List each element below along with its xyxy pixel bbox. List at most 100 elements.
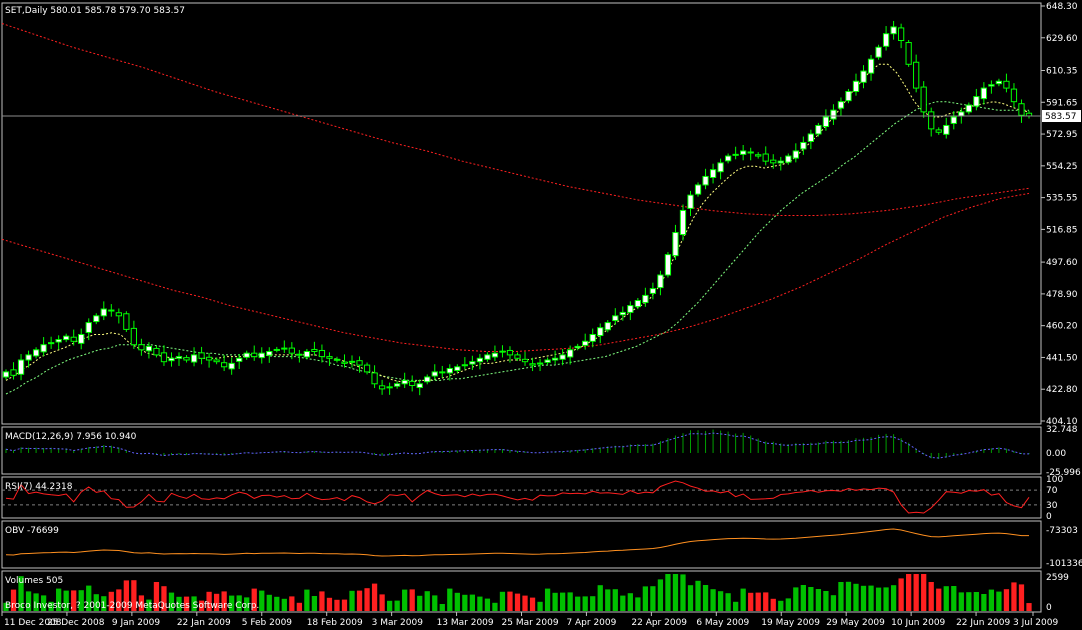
volume-bar xyxy=(3,602,9,611)
price-tick-label: 516.85 xyxy=(1046,225,1078,235)
volume-bar xyxy=(439,604,445,611)
volume-bar xyxy=(981,594,987,611)
volume-bar xyxy=(213,593,220,611)
volume-bar xyxy=(1011,582,1017,611)
volume-bar xyxy=(552,592,558,611)
x-tick-label: 6 May 2009 xyxy=(696,618,749,628)
volume-bar xyxy=(507,591,513,611)
candle-body xyxy=(687,194,694,209)
volume-bar xyxy=(236,595,242,611)
volume-bar xyxy=(18,576,24,611)
candle-body xyxy=(273,348,280,351)
x-tick-label: 3 Mar 2009 xyxy=(372,618,424,628)
volume-bar xyxy=(514,593,521,611)
candle-body xyxy=(145,345,153,352)
candle-body xyxy=(664,254,672,276)
x-tick-label: 29 May 2009 xyxy=(826,618,885,628)
volume-bar xyxy=(966,592,972,611)
volume-bar xyxy=(921,574,927,611)
volume-bar xyxy=(341,599,348,611)
volume-bar xyxy=(913,574,919,611)
volume-bar xyxy=(161,586,167,611)
volume-bar xyxy=(424,591,430,611)
volume-bar xyxy=(251,588,257,611)
candle-body xyxy=(724,155,732,162)
volumes-title: Volumes 505 xyxy=(5,576,63,586)
price-tick-label: 554.25 xyxy=(1046,162,1078,172)
volume-bar xyxy=(898,578,904,611)
volume-bar xyxy=(123,580,129,611)
candle-body xyxy=(47,342,55,345)
volume-bar xyxy=(469,594,476,611)
volume-bar xyxy=(702,585,709,611)
candle-body xyxy=(747,151,754,154)
volume-bar xyxy=(605,589,611,611)
volume-bar xyxy=(296,602,302,611)
price-tick-label: 478.90 xyxy=(1046,290,1078,300)
volume-bar xyxy=(477,596,483,611)
volume-bar xyxy=(936,588,942,611)
candle-body xyxy=(416,383,423,389)
volume-bar xyxy=(274,596,280,611)
volume-bar xyxy=(198,600,205,611)
volume-bar xyxy=(672,574,679,611)
rsi-tick-label: 30 xyxy=(1046,501,1058,511)
candle-body xyxy=(439,371,446,374)
volume-bar xyxy=(823,591,829,611)
volume-bar xyxy=(582,596,588,611)
candle-body xyxy=(567,349,574,358)
volume-bar xyxy=(906,574,912,611)
volume-bar xyxy=(845,581,852,611)
candle-body xyxy=(78,333,85,344)
candle-body xyxy=(627,305,634,313)
volume-bar xyxy=(860,585,867,611)
candle-body xyxy=(93,315,100,323)
volume-bar xyxy=(958,592,964,611)
volume-bar xyxy=(56,588,62,611)
volume-bar xyxy=(665,574,671,611)
candle-body xyxy=(205,356,213,361)
volume-bar xyxy=(191,596,197,611)
volume-bar xyxy=(221,591,227,611)
indicator-series xyxy=(2,429,1041,611)
volume-bar xyxy=(356,590,363,611)
volume-bar xyxy=(890,585,897,611)
candle-body xyxy=(17,359,25,375)
volume-bar xyxy=(304,589,310,611)
volume-bar xyxy=(402,589,408,611)
volume-bar xyxy=(48,601,54,611)
volume-bar xyxy=(650,586,656,611)
candle-body xyxy=(770,159,777,164)
candle-body xyxy=(642,294,649,304)
candle-body xyxy=(649,288,657,294)
price-tick-label: 404.10 xyxy=(1046,417,1078,427)
volume-bar xyxy=(627,593,633,611)
candle-body xyxy=(296,353,303,356)
candle-body xyxy=(506,349,514,356)
volume-bar xyxy=(695,580,701,611)
volume-bar xyxy=(1003,589,1010,611)
volume-bar xyxy=(454,592,460,611)
volume-bar xyxy=(815,589,822,611)
volume-bar xyxy=(529,597,536,611)
candle-body xyxy=(363,364,371,373)
candle-body xyxy=(928,111,935,130)
candle-body xyxy=(973,96,980,107)
volume-bar xyxy=(883,587,889,611)
candle-body xyxy=(860,70,867,83)
volume-bar xyxy=(78,590,84,611)
ma-mid-line xyxy=(5,101,1029,395)
price-tick-label: 535.55 xyxy=(1046,194,1078,204)
candle-body xyxy=(409,380,416,386)
candle-body xyxy=(875,46,882,58)
candle-body xyxy=(183,357,190,361)
candle-body xyxy=(755,154,762,157)
candle-body xyxy=(589,333,596,342)
x-tick-label: 13 Mar 2009 xyxy=(437,618,494,628)
volume-bar xyxy=(326,597,333,611)
volume-bar xyxy=(770,598,776,611)
volume-bar xyxy=(146,599,152,611)
candle-body xyxy=(777,160,784,164)
candle-body xyxy=(258,352,265,359)
